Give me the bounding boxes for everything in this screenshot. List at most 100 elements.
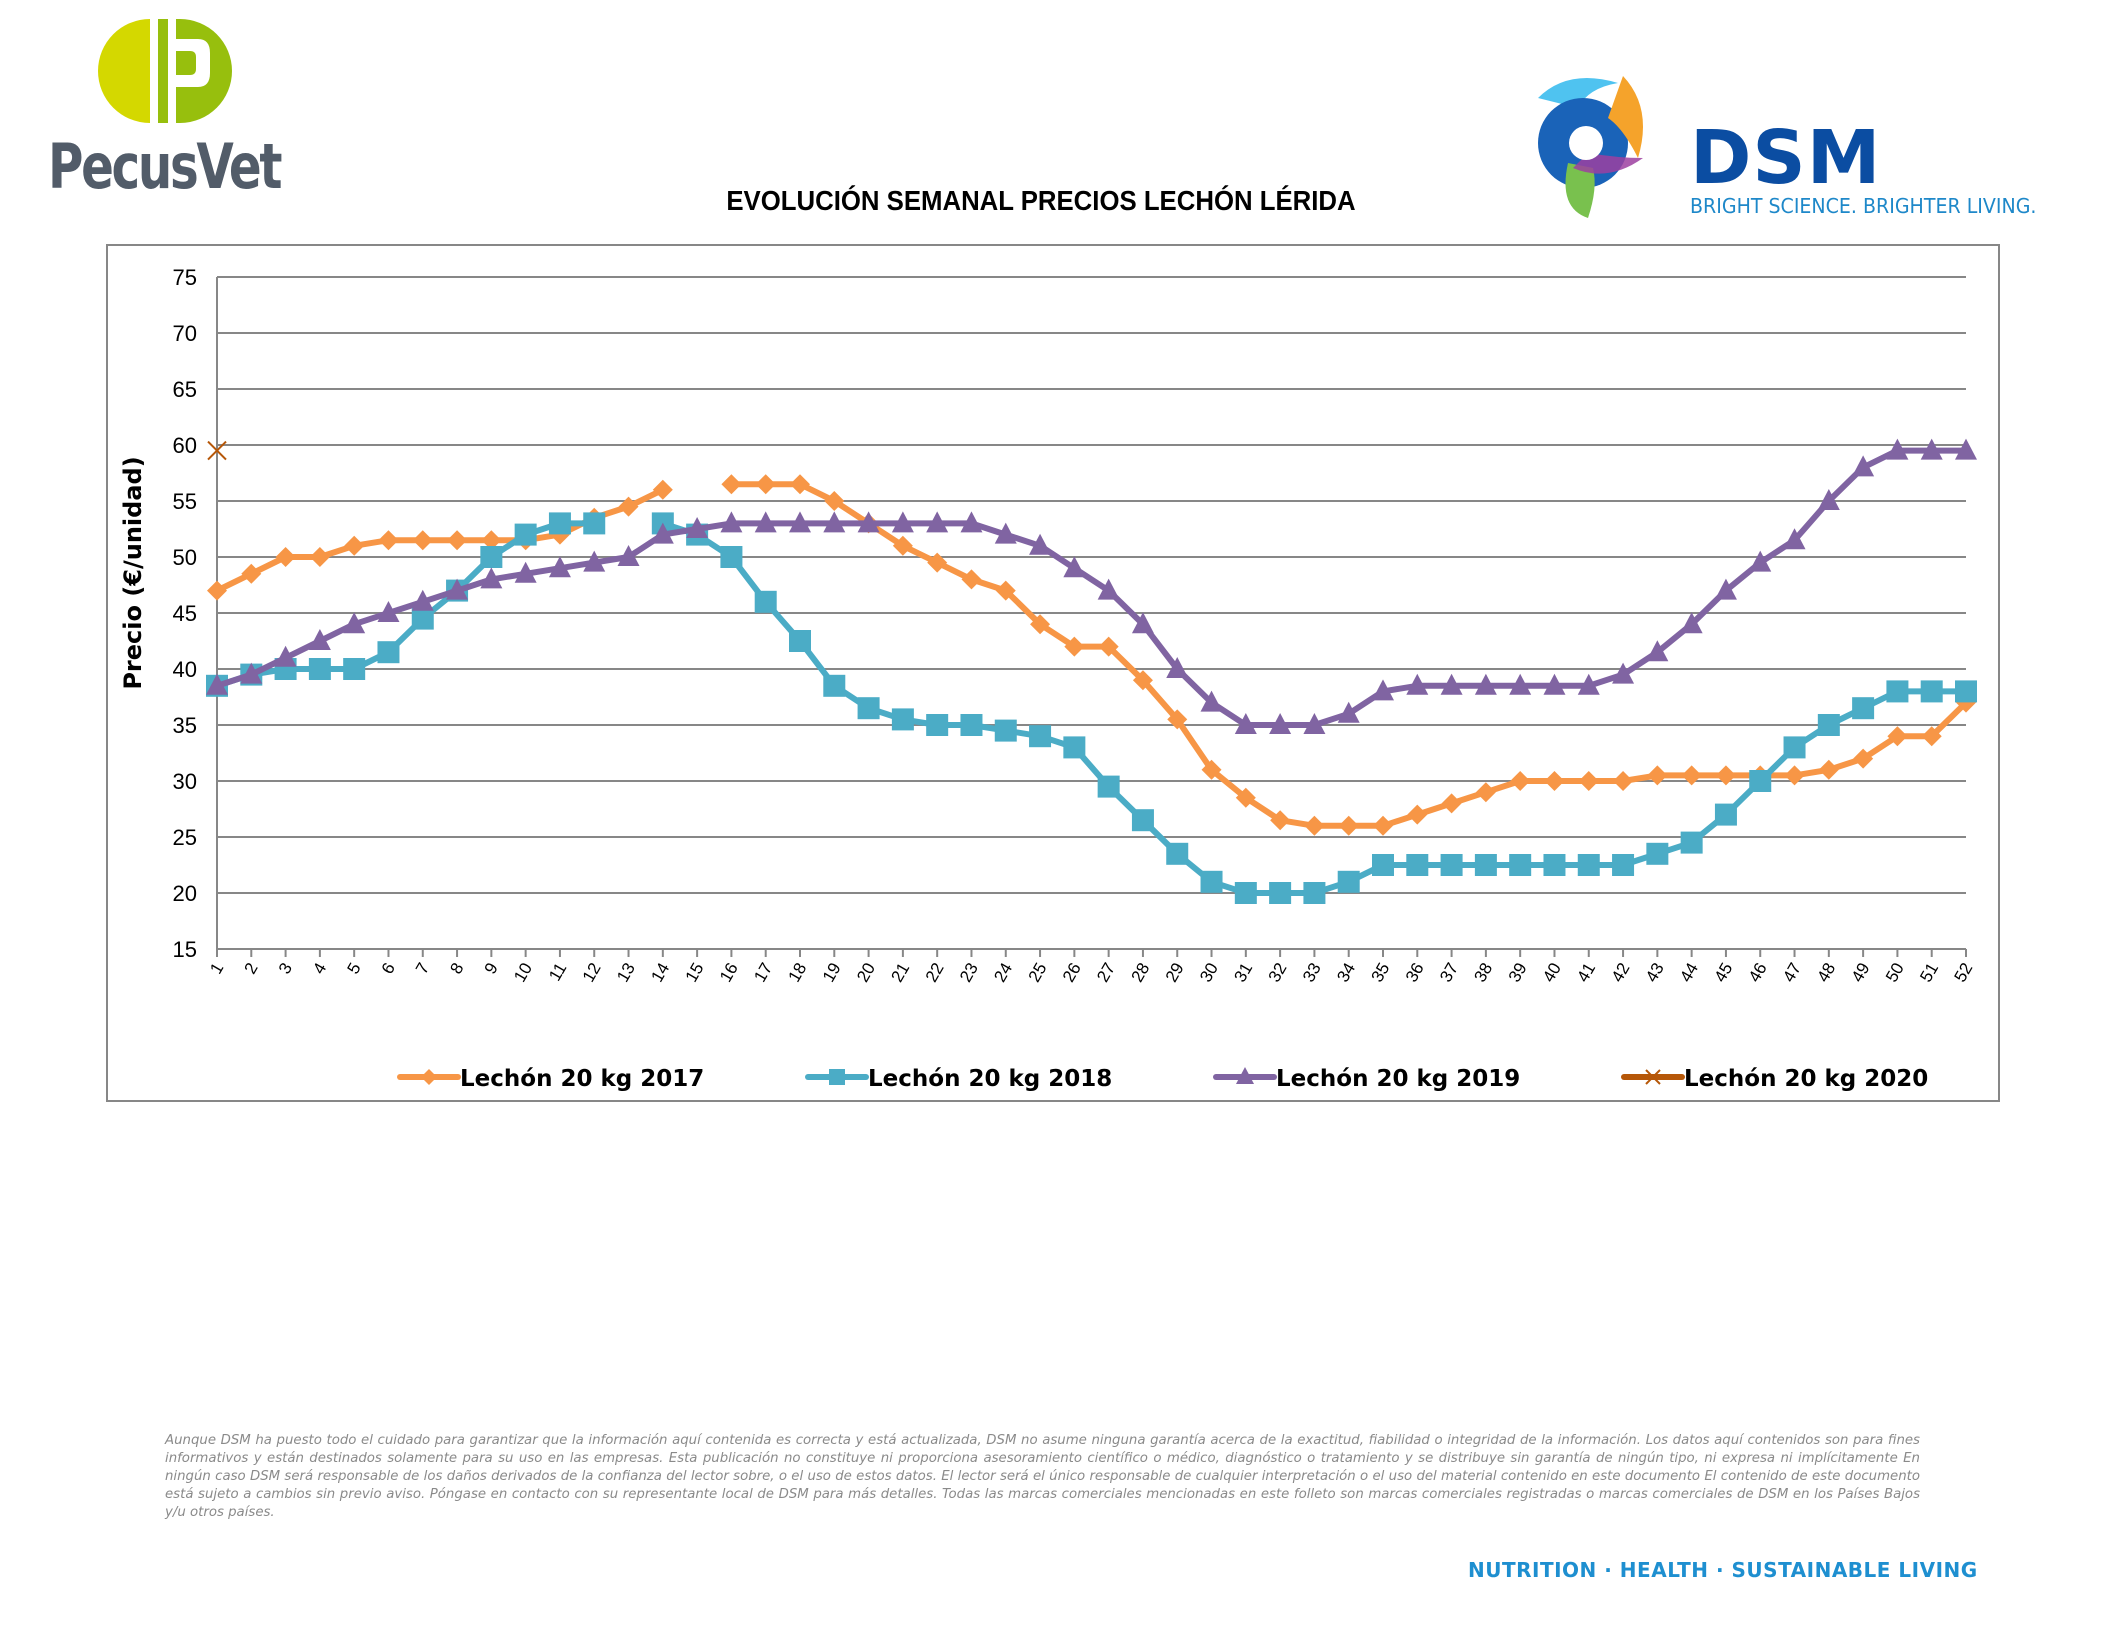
x-tick-label: 5 (343, 960, 364, 978)
x-tick-label: 37 (1436, 960, 1462, 986)
marker-triangle (1063, 556, 1086, 578)
marker-square (1029, 725, 1052, 748)
marker-diamond (1235, 787, 1256, 808)
marker-square (857, 697, 880, 720)
legend-label: Lechón 20 kg 2019 (1276, 1066, 1520, 1092)
marker-square (829, 1069, 845, 1085)
marker-triangle (1131, 612, 1154, 634)
marker-triangle (720, 511, 743, 533)
y-tick-label: 20 (173, 881, 197, 906)
marker-square (789, 630, 811, 652)
series-line (216, 447, 1966, 728)
marker-diamond (824, 491, 845, 511)
marker-triangle (1886, 438, 1909, 460)
disclaimer-text: Aunque DSM ha puesto todo el cuidado par… (165, 1433, 1920, 1520)
marker-triangle (1646, 640, 1669, 662)
marker-diamond (1578, 771, 1599, 791)
x-tick-label: 15 (682, 960, 708, 986)
marker-triangle (1612, 662, 1635, 684)
x-tick-label: 22 (922, 960, 948, 986)
marker-triangle (548, 556, 571, 578)
marker-diamond (1613, 771, 1634, 791)
y-tick-label: 15 (173, 937, 197, 962)
marker-triangle (583, 550, 606, 572)
marker-triangle (1337, 701, 1360, 723)
marker-square (583, 512, 606, 535)
marker-diamond (378, 530, 399, 551)
marker-square (1714, 803, 1737, 826)
marker-triangle (1543, 673, 1566, 695)
marker-square (308, 658, 331, 680)
x-tick-label: 10 (510, 960, 536, 986)
marker-triangle (651, 522, 674, 544)
x-tick-label: 29 (1162, 960, 1188, 986)
x-tick-label: 1 (206, 960, 227, 978)
x-tick-label: 12 (579, 960, 605, 986)
series-2 (206, 512, 1977, 904)
marker-square (1612, 854, 1635, 876)
y-tick-label: 40 (173, 657, 197, 682)
marker-diamond (207, 580, 227, 601)
marker-triangle (1236, 1067, 1254, 1084)
x-tick-label: 24 (990, 960, 1016, 986)
x-tick-label: 34 (1333, 960, 1359, 986)
marker-square (1474, 854, 1497, 876)
marker-diamond (1715, 765, 1736, 786)
marker-triangle (206, 673, 228, 695)
x-tick-label: 50 (1882, 960, 1908, 986)
marker-square (1509, 854, 1532, 876)
marker-triangle (994, 522, 1017, 544)
marker-square (960, 714, 983, 736)
marker-triangle (686, 517, 709, 538)
marker-triangle (1440, 673, 1463, 695)
x-tick-label: 52 (1951, 960, 1977, 986)
marker-square (823, 674, 846, 697)
marker-triangle (1029, 533, 1052, 555)
x-tick-label: 20 (853, 960, 879, 986)
x-tick-label: 14 (647, 960, 673, 986)
marker-diamond (1098, 636, 1119, 657)
y-tick-label: 50 (173, 545, 197, 570)
marker-diamond (421, 1069, 437, 1085)
x-tick-label: 6 (378, 960, 399, 978)
marker-square (1577, 854, 1600, 876)
series-layer (206, 438, 1977, 904)
marker-diamond (1201, 759, 1222, 780)
marker-square (1646, 842, 1669, 865)
marker-diamond (1647, 765, 1668, 786)
marker-diamond (275, 547, 296, 567)
marker-square (377, 641, 400, 664)
legend-item: Lechón 20 kg 2018 (805, 1066, 1112, 1092)
marker-diamond (447, 530, 468, 551)
marker-diamond (1510, 771, 1531, 791)
marker-diamond (652, 479, 673, 500)
marker-diamond (1681, 765, 1702, 786)
marker-diamond (755, 474, 776, 495)
legend-item: Lechón 20 kg 2020 (1621, 1066, 1928, 1092)
y-tick-label: 70 (173, 321, 197, 346)
marker-triangle (891, 511, 914, 533)
dsm-tagline: BRIGHT SCIENCE. BRIGHTER LIVING. (1690, 194, 2037, 218)
marker-square (1097, 775, 1120, 798)
marker-diamond (1441, 793, 1462, 814)
y-axis-label: Precio (€/unidad) (119, 456, 147, 689)
marker-square (1200, 870, 1223, 893)
marker-square (1440, 854, 1463, 876)
marker-triangle (343, 612, 366, 634)
marker-x-stroke (1645, 1069, 1661, 1085)
marker-triangle (823, 511, 846, 533)
marker-square (1749, 770, 1772, 792)
series-line (731, 481, 1969, 829)
series-line (215, 487, 665, 594)
x-tick-label: 36 (1402, 960, 1428, 986)
marker-square (1406, 854, 1429, 876)
marker-diamond (241, 563, 262, 584)
marker-triangle (1200, 690, 1223, 712)
marker-diamond (721, 474, 742, 495)
marker-square (1131, 809, 1154, 832)
gridlines (217, 276, 1966, 894)
x-tick-label: 27 (1093, 960, 1119, 986)
marker-triangle (1097, 578, 1120, 600)
x-tick-label: 7 (412, 960, 433, 978)
